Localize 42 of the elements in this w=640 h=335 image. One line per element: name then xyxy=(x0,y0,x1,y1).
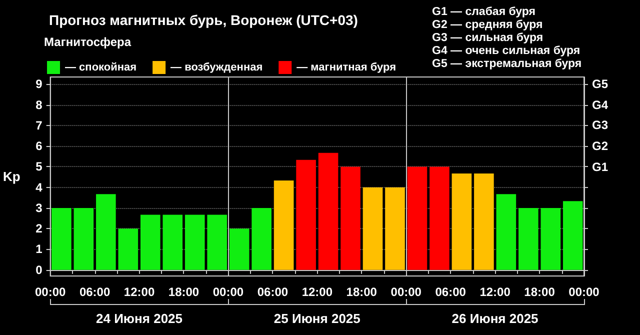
text: G2 — средняя буря xyxy=(432,19,543,31)
text: 26 Июня 2025 xyxy=(452,311,538,326)
y-tick-label: 6 xyxy=(36,139,43,154)
legend-label: — спокойная xyxy=(65,62,137,74)
x-tick-label: 00:00 xyxy=(568,285,600,299)
x-tick-label: 12:00 xyxy=(124,285,155,299)
x-tick-label: 18:00 xyxy=(168,285,200,299)
y-tick-label: 7 xyxy=(36,118,43,132)
text: G1 xyxy=(592,160,608,174)
x-tick-label: 18:00 xyxy=(346,285,378,299)
x-tick-label: 00:00 xyxy=(390,285,422,299)
x-tick-label: 18:00 xyxy=(524,285,556,299)
text: 24 Июня 2025 xyxy=(96,311,183,326)
text: 25 Июня 2025 xyxy=(274,311,360,326)
y-tick-label: 4 xyxy=(36,180,43,194)
text: G5 — экстремальная буря xyxy=(432,58,582,70)
y-tick-label: 2 xyxy=(36,222,43,236)
text: G3 — сильная буря xyxy=(432,32,544,44)
y-tick-label: 1 xyxy=(36,242,43,256)
legend-label: — магнитная буря xyxy=(296,62,396,74)
text: G3 xyxy=(592,118,608,132)
legend-label: — возбужденная xyxy=(170,62,263,74)
y-tick-label: 9 xyxy=(36,77,43,92)
x-tick-label: 12:00 xyxy=(302,285,333,299)
y-tick-label: 8 xyxy=(36,98,43,112)
x-tick-label: 06:00 xyxy=(79,285,110,299)
y-axis-title: Kp xyxy=(2,169,20,184)
x-tick-label: 12:00 xyxy=(480,285,511,299)
text: G5 xyxy=(592,77,608,92)
x-tick-label: 00:00 xyxy=(34,285,66,299)
x-tick-label: 06:00 xyxy=(257,285,288,299)
text: G4 — очень сильная буря xyxy=(432,45,580,57)
legend-title: Магнитосфера xyxy=(44,35,132,49)
y-tick-label: 0 xyxy=(36,262,43,277)
x-tick-label: 00:00 xyxy=(212,285,244,299)
text: G4 xyxy=(592,98,608,112)
chart-title: Прогноз магнитных бурь, Воронеж (UTC+03) xyxy=(49,12,358,28)
text: G1 — слабая буря xyxy=(432,6,536,18)
y-tick-label: 3 xyxy=(36,200,43,215)
text: G2 xyxy=(592,139,608,154)
x-tick-label: 06:00 xyxy=(435,285,466,299)
y-tick-label: 5 xyxy=(36,160,43,174)
